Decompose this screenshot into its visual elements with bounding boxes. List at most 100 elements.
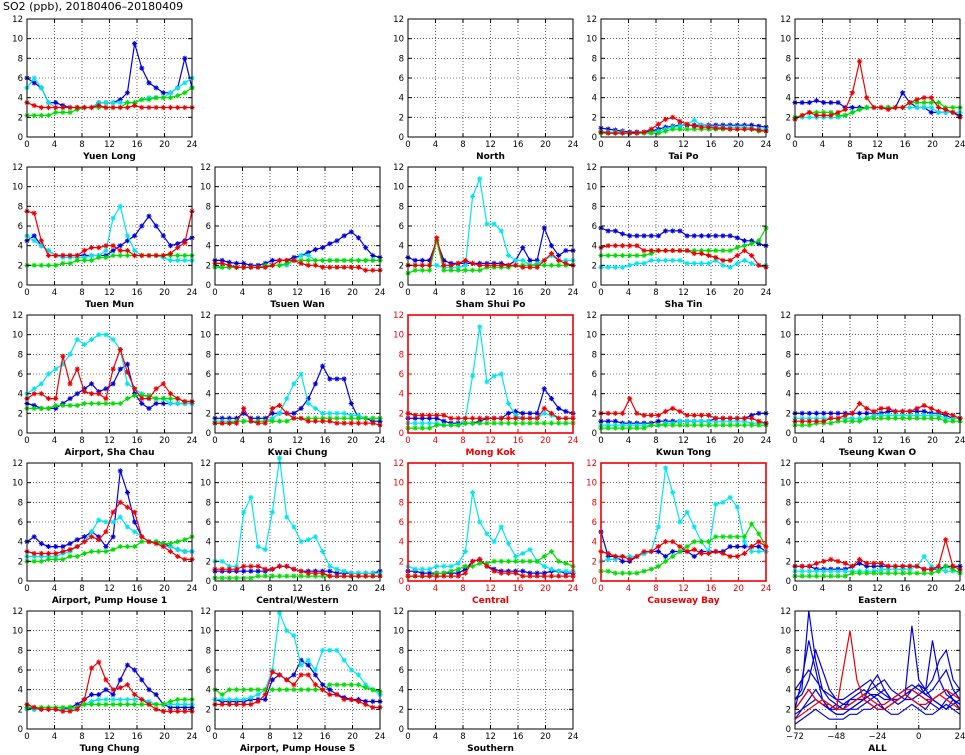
x-tick-label: 12 [104, 732, 115, 742]
y-tick-label: 6 [18, 74, 23, 84]
data-point-green [219, 575, 225, 581]
data-point-green [241, 575, 247, 581]
data-point-cyan [363, 570, 369, 576]
data-point-cyan [491, 221, 497, 227]
data-point-green [60, 402, 66, 409]
data-point-blue [648, 233, 654, 239]
y-tick-label: 8 [786, 646, 791, 656]
data-point-green [641, 252, 647, 259]
data-point-red [612, 553, 618, 560]
data-point-green [856, 418, 863, 424]
data-point-green [900, 415, 906, 421]
data-point-cyan [182, 257, 188, 264]
data-point-red [921, 566, 927, 572]
data-point-red [727, 126, 733, 132]
data-point-cyan [348, 412, 354, 418]
x-tick-label: 16 [132, 288, 143, 298]
data-point-blue [756, 410, 762, 416]
data-point-green [828, 109, 834, 116]
series-line-cyan [26, 204, 192, 261]
y-tick-label: 6 [399, 222, 404, 232]
data-point-red [691, 412, 697, 418]
data-point-cyan [117, 99, 123, 106]
data-point-red [103, 529, 109, 535]
data-point-red [684, 412, 690, 418]
data-point-green [226, 687, 232, 693]
data-point-blue [139, 65, 145, 71]
data-point-cyan [269, 509, 275, 515]
data-point-green [219, 264, 225, 270]
y-tick-label: 6 [786, 666, 791, 676]
data-point-green [627, 425, 633, 431]
y-tick-label: 12 [780, 311, 791, 321]
data-point-blue [117, 468, 123, 474]
data-point-cyan [291, 524, 297, 530]
data-point-green [871, 570, 877, 576]
y-tick-label: 8 [592, 498, 597, 508]
data-point-green [498, 420, 504, 426]
y-tick-label: 2 [18, 705, 23, 715]
data-point-red [255, 698, 261, 705]
data-point-red [233, 566, 240, 572]
data-point-red [684, 548, 690, 555]
y-tick-label: 0 [399, 577, 404, 587]
data-point-red [262, 691, 268, 698]
x-tick-label: 20 [733, 140, 744, 150]
x-tick-label: 0 [405, 584, 410, 594]
data-point-red [38, 104, 44, 111]
data-point-blue [124, 361, 131, 367]
panel-title-north: North [476, 152, 505, 162]
y-tick-label: 6 [206, 222, 211, 232]
data-point-green [96, 400, 102, 407]
data-point-green [469, 420, 476, 426]
x-tick-label: 20 [540, 436, 551, 446]
data-point-green [520, 420, 526, 426]
data-point-cyan [341, 657, 347, 663]
data-point-cyan [312, 405, 319, 412]
data-point-red [943, 106, 949, 113]
data-point-green [799, 573, 805, 579]
data-point-blue [139, 223, 145, 229]
data-point-blue [305, 662, 311, 668]
data-point-red [684, 121, 690, 127]
data-point-green [153, 701, 159, 708]
data-point-green [741, 534, 748, 540]
data-point-red [706, 550, 712, 557]
y-tick-label: 10 [12, 331, 23, 341]
data-point-red [160, 381, 166, 387]
data-point-green [298, 257, 304, 264]
data-point-cyan [498, 228, 504, 234]
y-tick-label: 12 [780, 15, 791, 25]
data-point-green [81, 701, 87, 708]
y-tick-label: 0 [399, 429, 404, 439]
data-point-red [441, 262, 447, 268]
data-point-blue [520, 245, 526, 251]
y-tick-label: 10 [780, 479, 791, 489]
data-point-green [455, 566, 461, 572]
data-point-cyan [749, 260, 755, 266]
data-point-cyan [320, 410, 326, 416]
panel-title-sham-shui-po: Sham Shui Po [456, 300, 526, 310]
y-tick-label: 6 [592, 518, 597, 528]
x-tick-label: 8 [267, 436, 272, 446]
x-tick-label: 24 [568, 584, 579, 594]
data-point-red [146, 539, 152, 545]
data-point-green [74, 553, 80, 560]
data-point-cyan [276, 410, 283, 416]
data-point-blue [74, 537, 80, 543]
y-tick-label: 4 [18, 94, 23, 104]
data-point-red [835, 109, 841, 116]
data-point-green [312, 573, 319, 579]
data-point-green [419, 267, 425, 273]
y-tick-label: 0 [206, 725, 211, 735]
data-point-cyan [448, 563, 454, 569]
data-point-cyan [885, 566, 891, 572]
data-point-green [835, 418, 841, 424]
y-tick-label: 6 [206, 518, 211, 528]
data-point-blue [53, 99, 59, 106]
data-point-cyan [677, 257, 683, 264]
data-point-red [477, 556, 483, 562]
data-point-blue [563, 247, 569, 254]
data-point-green [813, 109, 820, 116]
